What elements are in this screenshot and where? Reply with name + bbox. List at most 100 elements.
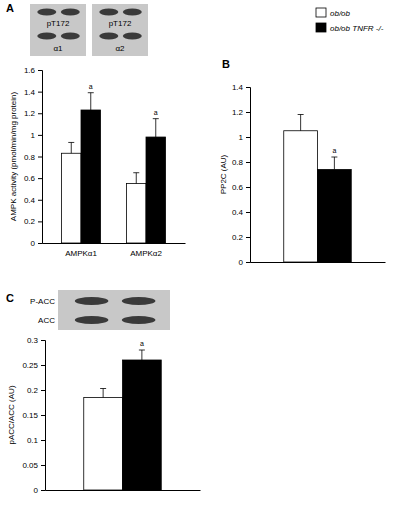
blot-background <box>30 4 86 56</box>
significance-label: a <box>154 109 158 116</box>
error-bar-cap <box>139 350 145 351</box>
tick: 0.2 <box>232 233 250 242</box>
y-axis-title: PP2C (AU) <box>219 154 228 194</box>
tick: 0.15 <box>22 411 45 420</box>
axis-line <box>246 88 251 263</box>
y-axis-title: AMPK activity (pmol/min/mg protein) <box>9 91 18 221</box>
panel-label: B <box>222 58 230 70</box>
tick-label: 0.3 <box>27 336 39 345</box>
tick-label: 1.2 <box>232 108 244 117</box>
tick-label: 1.2 <box>24 109 36 118</box>
error-bar <box>133 173 139 184</box>
tick: 0 <box>31 239 42 248</box>
tick-label: 0.2 <box>232 233 244 242</box>
tick-label: 1 <box>31 131 36 140</box>
tick-label: 0.4 <box>24 196 36 205</box>
legend-label: ob/ob <box>330 9 351 18</box>
blot-band <box>61 9 80 16</box>
tick-label: 0.2 <box>24 217 36 226</box>
error-bar-stem <box>141 350 142 360</box>
tick-label: AMPKα1 <box>65 249 97 258</box>
tick: 0.6 <box>232 183 250 192</box>
error-bar-cap <box>100 388 106 389</box>
tick-label: 0 <box>34 486 39 495</box>
y-axis-title: pACC/ACC (AU) <box>7 385 16 444</box>
tick: 1 <box>239 133 250 142</box>
tick-mark <box>246 212 250 213</box>
panel: C00.050.10.150.20.250.3pACC/ACC (AU)aP-A… <box>6 290 201 495</box>
tick: 0 <box>34 486 45 495</box>
axis-line <box>38 71 43 244</box>
blot-label: pT172 <box>47 19 70 28</box>
error-bar-cap <box>88 92 94 93</box>
tick: 0.4 <box>232 208 250 217</box>
significance-label: a <box>140 340 144 347</box>
blot-band <box>122 297 156 305</box>
tick: 1.4 <box>24 88 42 97</box>
tick-mark <box>246 87 250 88</box>
tick-label: 0.25 <box>22 361 38 370</box>
tick: 0.3 <box>27 336 45 345</box>
tick-label: 0 <box>31 239 36 248</box>
bar <box>84 398 123 491</box>
error-bar-stem <box>300 115 301 131</box>
tick-mark <box>38 92 42 93</box>
axis-line <box>251 262 386 263</box>
blot-label: α2 <box>115 44 125 53</box>
tick-mark <box>38 70 42 71</box>
tick-mark <box>246 262 250 263</box>
y-axis: 00.20.40.60.811.21.41.6 <box>24 66 43 248</box>
panel-label: A <box>6 2 14 14</box>
blot-label: pT172 <box>109 19 132 28</box>
tick-label: 0.2 <box>27 386 39 395</box>
tick-mark <box>246 112 250 113</box>
tick-label: 1.4 <box>232 83 244 92</box>
blot-band <box>99 9 118 16</box>
tick-label: 0.8 <box>24 153 36 162</box>
blot: pT172α1 <box>30 4 86 56</box>
blot-band <box>122 316 156 324</box>
tick-label: AMPKα2 <box>130 249 162 258</box>
axis-line <box>46 490 201 491</box>
error-bar-stem <box>155 119 156 137</box>
legend-swatch <box>316 23 326 32</box>
error-bar <box>88 93 94 110</box>
blot-band <box>123 33 142 40</box>
tick: 1.2 <box>24 109 42 118</box>
blot-band <box>75 316 109 324</box>
tick: 0.6 <box>24 174 42 183</box>
tick-label: 0.6 <box>232 183 244 192</box>
plot-area <box>62 93 166 243</box>
tick: 0.05 <box>22 461 45 470</box>
plot-area <box>284 115 352 263</box>
panel-label: C <box>6 292 14 304</box>
legend-label: ob/ob TNFR -/- <box>330 24 384 33</box>
error-bar-cap <box>153 118 159 119</box>
tick: 0 <box>239 258 250 267</box>
tick-mark <box>246 237 250 238</box>
x-axis: AMPKα1 AMPKα2 <box>43 243 186 258</box>
tick: 0.25 <box>22 361 45 370</box>
panel: A00.20.40.60.811.21.41.6AMPKα1AMPKα2AMPK… <box>6 2 186 258</box>
tick: AMPKα2 <box>130 243 162 258</box>
error-bar-stem <box>334 157 335 170</box>
bar <box>62 153 82 243</box>
error-bar-cap <box>68 142 74 143</box>
error-bar-stem <box>103 389 104 398</box>
tick: 0.4 <box>24 196 42 205</box>
tick-label: 1 <box>239 133 244 142</box>
tick: 1.2 <box>232 108 250 117</box>
plot-area <box>84 350 162 490</box>
significance-label: a <box>332 147 336 154</box>
tick-mark <box>38 221 42 222</box>
bar <box>81 110 101 243</box>
tick-mark <box>41 340 45 341</box>
axis-line <box>43 243 186 244</box>
blot: pT172 α2 <box>92 4 148 56</box>
error-bar-cap <box>298 114 304 115</box>
tick-label: 0.6 <box>24 174 36 183</box>
legend: ob/ob ob/ob TNFR -/- <box>316 8 384 33</box>
tick: 0.8 <box>24 153 42 162</box>
blot-background <box>92 4 148 56</box>
error-bar-cap <box>331 157 337 158</box>
